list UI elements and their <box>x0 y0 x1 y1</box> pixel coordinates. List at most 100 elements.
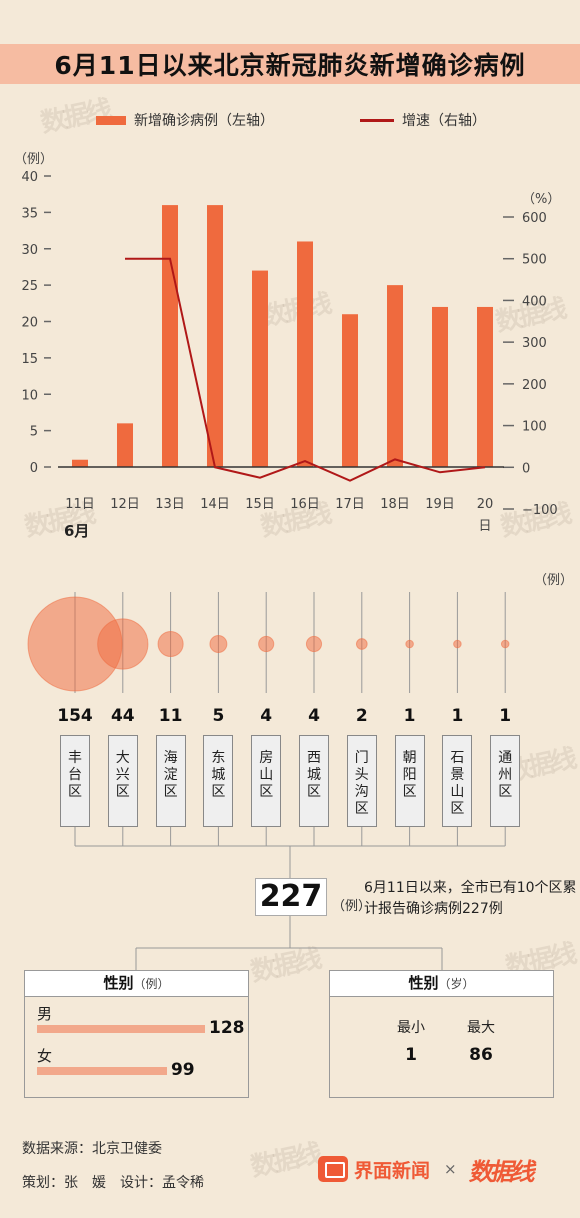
district-count: 1 <box>403 706 416 726</box>
age-panel-header: 性别（岁） <box>330 971 553 997</box>
legend-line-label: 增速（右轴） <box>402 113 486 129</box>
gender-title: 性别 <box>103 974 134 992</box>
x-tick-label: 日 <box>478 519 491 534</box>
left-axis-tick-label: 10 <box>21 388 38 403</box>
district-count: 4 <box>308 706 320 726</box>
line-swatch <box>360 118 394 122</box>
district-bubble <box>405 639 414 649</box>
data-source: 数据来源：北京卫健委 <box>22 1141 162 1157</box>
district-count: 5 <box>212 706 225 726</box>
bar <box>72 459 88 467</box>
page-title: 6月11日以来北京新冠肺炎新增确诊病例 <box>54 51 526 80</box>
left-axis-tick-label: 5 <box>30 425 38 440</box>
district-bubble <box>355 638 368 650</box>
gender-label: 男 <box>37 1005 53 1023</box>
age-min-value: 1 <box>405 1045 417 1065</box>
right-axis-tick-label: 0 <box>522 461 530 476</box>
bar <box>117 423 133 467</box>
bar <box>297 241 313 467</box>
partner-logo: 数据线 <box>467 1157 537 1186</box>
gender-unit: （例） <box>133 977 170 991</box>
title-band <box>0 44 580 84</box>
legend-bar: 新增确诊病例（左轴） <box>96 110 274 130</box>
district-label: 通州区 <box>490 735 521 827</box>
month-label: 6月 <box>64 522 90 540</box>
total-unit: （例） <box>332 899 372 914</box>
district-label: 丰台区 <box>60 735 90 827</box>
right-axis-tick-label: 200 <box>522 378 547 393</box>
brand-name: 界面新闻 <box>354 1159 431 1182</box>
brand-block: 界面新闻 × 数据线 <box>318 1152 537 1186</box>
age-unit: （岁） <box>438 977 475 991</box>
district-count: 1 <box>451 706 464 726</box>
x-tick-label: 14日 <box>200 497 230 512</box>
credits: 策划：张 媛 设计：孟令稀 <box>22 1175 204 1191</box>
x-tick-label: 16日 <box>290 497 320 512</box>
right-axis-unit: （%） <box>522 192 561 207</box>
district-label: 石景山区 <box>442 735 473 827</box>
x-tick-label: 20 <box>477 497 494 512</box>
right-axis-tick-label: 600 <box>522 211 547 226</box>
district-bubble <box>209 635 228 653</box>
jiemian-logo-icon <box>318 1156 348 1182</box>
legend-line: 增速（右轴） <box>360 110 486 130</box>
age-max-value: 86 <box>469 1045 493 1065</box>
left-axis-tick-label: 30 <box>21 243 38 258</box>
age-title: 性别 <box>408 974 439 992</box>
x-tick-label: 17日 <box>335 497 365 512</box>
right-axis-tick-label: 300 <box>522 336 547 351</box>
bar <box>162 205 178 467</box>
x-tick-label: 11日 <box>65 497 95 512</box>
district-bubble <box>97 618 149 670</box>
district-label: 朝阳区 <box>394 735 425 827</box>
bar <box>387 285 403 467</box>
bar-swatch <box>96 115 126 125</box>
total-value: 227 <box>255 878 327 916</box>
total-description: 6月11日以来，全市已有10个区累计报告确诊病例227例 <box>364 880 577 917</box>
left-axis-unit: （例） <box>14 152 54 167</box>
district-count: 4 <box>260 706 273 726</box>
x-tick-label: 13日 <box>155 497 185 512</box>
age-max-label: 最大 <box>467 1020 495 1036</box>
x-tick-label: 18日 <box>380 497 410 512</box>
bar <box>432 306 448 467</box>
district-label: 西城区 <box>299 735 329 827</box>
gender-panel: 性别（例） 男 128 女 99 <box>24 970 249 1098</box>
gender-value: 99 <box>170 1060 195 1080</box>
right-axis-tick-label: −100 <box>522 503 558 518</box>
gender-bar <box>37 1067 167 1075</box>
gender-label: 女 <box>37 1047 53 1065</box>
left-axis-tick-label: 15 <box>21 352 38 367</box>
legend-bar-label: 新增确诊病例（左轴） <box>134 113 274 129</box>
left-axis-tick-label: 35 <box>21 206 38 221</box>
gender-value: 128 <box>209 1018 245 1038</box>
district-bubble <box>157 630 184 658</box>
district-bubble <box>453 639 462 649</box>
district-label: 门头沟区 <box>346 735 377 827</box>
age-min-label: 最小 <box>397 1020 425 1036</box>
bar <box>252 270 268 467</box>
left-axis-tick-label: 0 <box>30 461 38 476</box>
district-count: 2 <box>355 706 368 726</box>
gender-bar <box>37 1025 205 1033</box>
district-label: 大兴区 <box>107 735 138 827</box>
left-axis-tick-label: 40 <box>21 170 38 185</box>
growth-line <box>125 257 486 482</box>
bar <box>342 314 358 467</box>
x-tick-label: 19日 <box>425 497 455 512</box>
district-label: 房山区 <box>251 735 282 827</box>
district-bubble <box>500 639 510 649</box>
brand-separator: × <box>444 1160 457 1178</box>
right-axis-tick-label: 400 <box>522 294 547 309</box>
left-axis-tick-label: 20 <box>21 316 38 331</box>
district-count: 1 <box>499 706 512 726</box>
right-axis-tick-label: 500 <box>522 253 547 268</box>
gender-panel-header: 性别（例） <box>25 971 248 997</box>
bar <box>207 205 223 467</box>
age-panel: 性别（岁） 最小 最大 1 86 <box>329 970 554 1098</box>
x-tick-label: 15日 <box>245 497 275 512</box>
district-bubble <box>305 635 323 653</box>
district-count: 11 <box>158 706 183 726</box>
bar <box>477 306 493 467</box>
